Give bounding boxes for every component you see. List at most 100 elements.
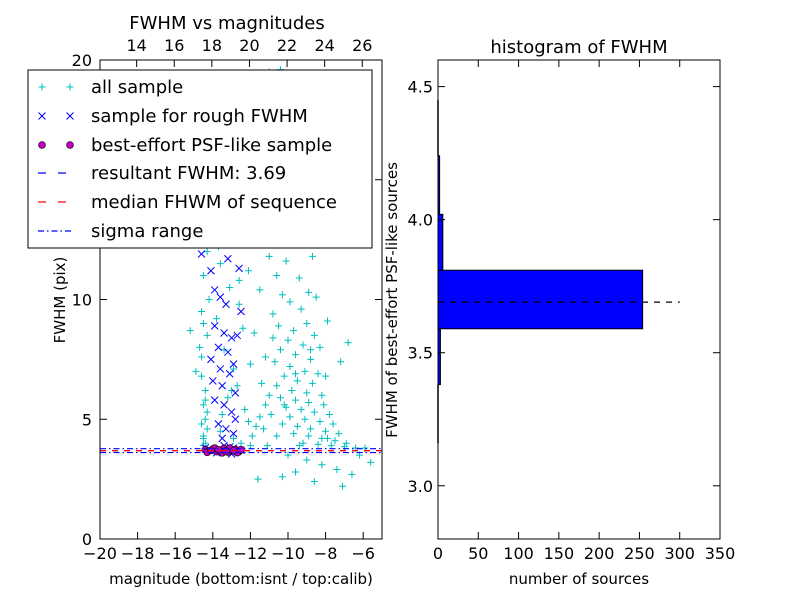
reference-lines — [100, 448, 382, 454]
rough-sample-point — [207, 266, 215, 275]
rough-sample-point — [235, 264, 243, 273]
right-plot-ylabel: FWHM of best-effort PSF-like sources — [383, 162, 401, 438]
all-sample-point — [196, 343, 204, 351]
rough-sample-point — [227, 333, 236, 342]
all-sample-point — [265, 252, 273, 260]
legend-entry-4: median FHWM of sequence — [91, 192, 337, 213]
all-sample-point — [201, 387, 209, 395]
all-sample-point — [218, 410, 226, 418]
all-sample-point — [297, 305, 305, 313]
all-sample-point — [323, 317, 331, 325]
top-x-tick-label: 16 — [164, 36, 184, 55]
right-plot-ticks: 0 50 100 150 200 250 300 350 3.0 3.5 4.0 4.5 — [408, 60, 736, 563]
fwhm-histogram-plot: 0 50 100 150 200 250 300 350 3.0 3.5 4.0 4.5 histog… — [383, 37, 735, 588]
top-x-tick-label: 26 — [352, 36, 372, 55]
all-sample-point — [292, 370, 300, 378]
legend-entry-1: sample for rough FWHM — [91, 106, 308, 127]
x-tick-label: −20 — [83, 544, 117, 563]
all-sample-point — [246, 442, 254, 450]
all-sample-point — [337, 358, 345, 366]
all-sample-point — [224, 394, 232, 402]
all-sample-point — [278, 291, 286, 299]
all-sample-point — [286, 363, 294, 371]
rough-sample-point — [216, 293, 225, 301]
all-sample-point — [275, 322, 283, 330]
rough-sample-point — [207, 355, 215, 364]
top-x-tick-label: 24 — [314, 36, 334, 55]
legend-marker — [38, 112, 46, 120]
all-sample-point — [339, 482, 347, 490]
all-sample-point — [335, 430, 343, 438]
all-sample-point — [322, 372, 330, 380]
legend-entry-2: best-effort PSF-like sample — [91, 135, 332, 156]
all-sample-point — [192, 367, 200, 375]
rough-sample-point — [233, 331, 242, 340]
legend-entry-3: resultant FWHM: 3.69 — [91, 163, 286, 184]
legend-entry-5: sigma range — [91, 221, 203, 242]
top-x-tick-label: 14 — [126, 36, 146, 55]
all-sample-point — [286, 413, 294, 421]
all-sample-point — [269, 310, 277, 318]
all-sample-point — [310, 408, 318, 416]
all-sample-point — [265, 391, 273, 399]
all-sample-point — [329, 420, 337, 428]
all-sample-point — [314, 440, 322, 448]
all-sample-point — [198, 420, 206, 428]
top-x-tick-label: 18 — [202, 36, 222, 55]
all-sample-point — [303, 389, 311, 397]
x-tick-label: −12 — [234, 544, 268, 563]
legend: all sample sample for rough FWHM best-ef… — [27, 69, 373, 249]
x-tick-label: −8 — [314, 544, 338, 563]
x-tick-label: 250 — [624, 544, 655, 563]
rough-sample-point — [231, 389, 240, 397]
all-sample-point — [198, 372, 206, 380]
x-tick-label: 350 — [705, 544, 736, 563]
all-sample-point — [256, 286, 264, 294]
histogram-bars — [437, 99, 644, 444]
all-sample-point — [252, 422, 260, 430]
rough-sample-point — [225, 369, 234, 378]
all-sample-point — [293, 422, 301, 430]
histogram-bar — [437, 269, 644, 330]
legend-marker — [38, 141, 46, 149]
right-plot-title: histogram of FWHM — [490, 37, 667, 58]
y-tick-label: 5 — [82, 410, 92, 429]
all-sample-point — [220, 346, 228, 354]
all-sample-point — [213, 315, 221, 323]
x-tick-label: 150 — [544, 544, 575, 563]
legend-marker — [38, 83, 46, 91]
all-sample-point — [271, 358, 279, 366]
all-sample-point — [316, 343, 324, 351]
rough-sample-point — [210, 396, 219, 404]
all-sample-point — [305, 288, 313, 296]
x-tick-label: −14 — [196, 544, 230, 563]
all-sample-point — [280, 401, 288, 409]
rough-sample-point — [231, 415, 240, 424]
all-sample-point — [228, 387, 236, 395]
rough-sample-point — [218, 381, 227, 390]
all-sample-point — [233, 382, 241, 390]
all-sample-point — [303, 456, 311, 464]
all-sample-point — [284, 451, 292, 459]
all-sample-point — [292, 396, 300, 404]
rough-sample-point — [222, 424, 230, 433]
fwhm-vs-magnitude-plot: −20−18−16−14−12−10−8−6051015201416182022… — [27, 13, 383, 588]
rough-sample-point — [223, 348, 232, 357]
all-sample-point — [278, 473, 286, 481]
all-sample-point — [273, 382, 281, 390]
all-sample-point — [327, 442, 335, 450]
all-sample-point — [273, 272, 281, 280]
all-sample-point — [267, 410, 275, 418]
all-sample-point — [293, 377, 301, 385]
all-sample-point — [310, 478, 318, 486]
all-sample-point — [301, 415, 309, 423]
all-sample-point — [199, 434, 207, 442]
all-sample-point — [367, 458, 375, 466]
all-sample-point — [278, 420, 286, 428]
rough-sample-point — [220, 401, 228, 409]
all-sample-point — [229, 434, 237, 442]
all-sample-point — [263, 442, 271, 450]
x-tick-label: 300 — [664, 544, 695, 563]
all-sample-point — [318, 461, 326, 469]
all-sample-point — [203, 408, 211, 416]
